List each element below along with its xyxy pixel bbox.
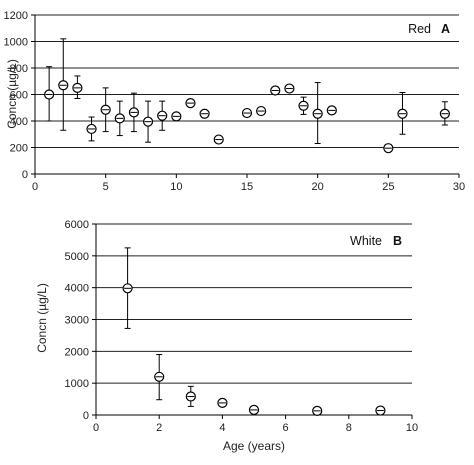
panel-a-y-axis-title: Concn (µg/L) — [5, 59, 19, 129]
panel-b-y-tick-label: 6000 — [65, 219, 89, 231]
panel-a-x-tick-label: 20 — [312, 181, 324, 193]
panel-b-name-label: White — [350, 234, 382, 248]
panel-b-x-tick-label: 8 — [346, 422, 352, 434]
panel-b-x-tick-label: 0 — [93, 422, 99, 434]
panel-b-x-tick-label: 2 — [156, 422, 162, 434]
panel-b-y-tick-label: 2000 — [65, 346, 89, 358]
panel-b-y-tick-label: 1000 — [65, 378, 89, 390]
panel-b-chart: Concn (µg/L) Age (years) White B 0100020… — [35, 219, 418, 453]
panel-a-x-tick-label: 30 — [453, 181, 465, 193]
panel-a-x-tick-label: 10 — [170, 181, 182, 193]
panel-b-y-tick-label: 0 — [83, 410, 89, 422]
panel-a-chart: Concn (µg/L) Red A 020040060080010001200… — [4, 10, 466, 193]
panel-a-y-tick-label: 1200 — [4, 10, 28, 22]
panel-b-x-tick-label: 6 — [283, 422, 289, 434]
panel-b-x-axis-title: Age (years) — [223, 439, 285, 453]
panel-a-y-tick-label: 1000 — [4, 37, 28, 49]
panel-b-letter-label: B — [393, 234, 402, 248]
panel-a-name-label: Red — [408, 22, 431, 36]
panel-b-x-tick-label: 4 — [219, 422, 225, 434]
panel-b-y-tick-label: 3000 — [65, 315, 89, 327]
panel-b-y-axis-title: Concn (µg/L) — [35, 283, 49, 353]
panel-b-y-tick-label: 4000 — [65, 283, 89, 295]
panel-a-y-tick-label: 400 — [10, 116, 28, 128]
panel-a-x-tick-label: 15 — [241, 181, 253, 193]
panel-b-y-tick-label: 5000 — [65, 251, 89, 263]
panel-a-x-tick-label: 25 — [382, 181, 394, 193]
panel-a-y-tick-label: 200 — [10, 143, 28, 155]
panel-a-y-tick-label: 800 — [10, 63, 28, 75]
panel-a-x-tick-label: 5 — [103, 181, 109, 193]
panel-a-y-tick-label: 600 — [10, 90, 28, 102]
panel-a-letter-label: A — [441, 22, 450, 36]
panel-a-y-tick-label: 0 — [22, 169, 28, 181]
panel-b-x-tick-label: 10 — [406, 422, 418, 434]
panel-a-x-tick-label: 0 — [32, 181, 38, 193]
